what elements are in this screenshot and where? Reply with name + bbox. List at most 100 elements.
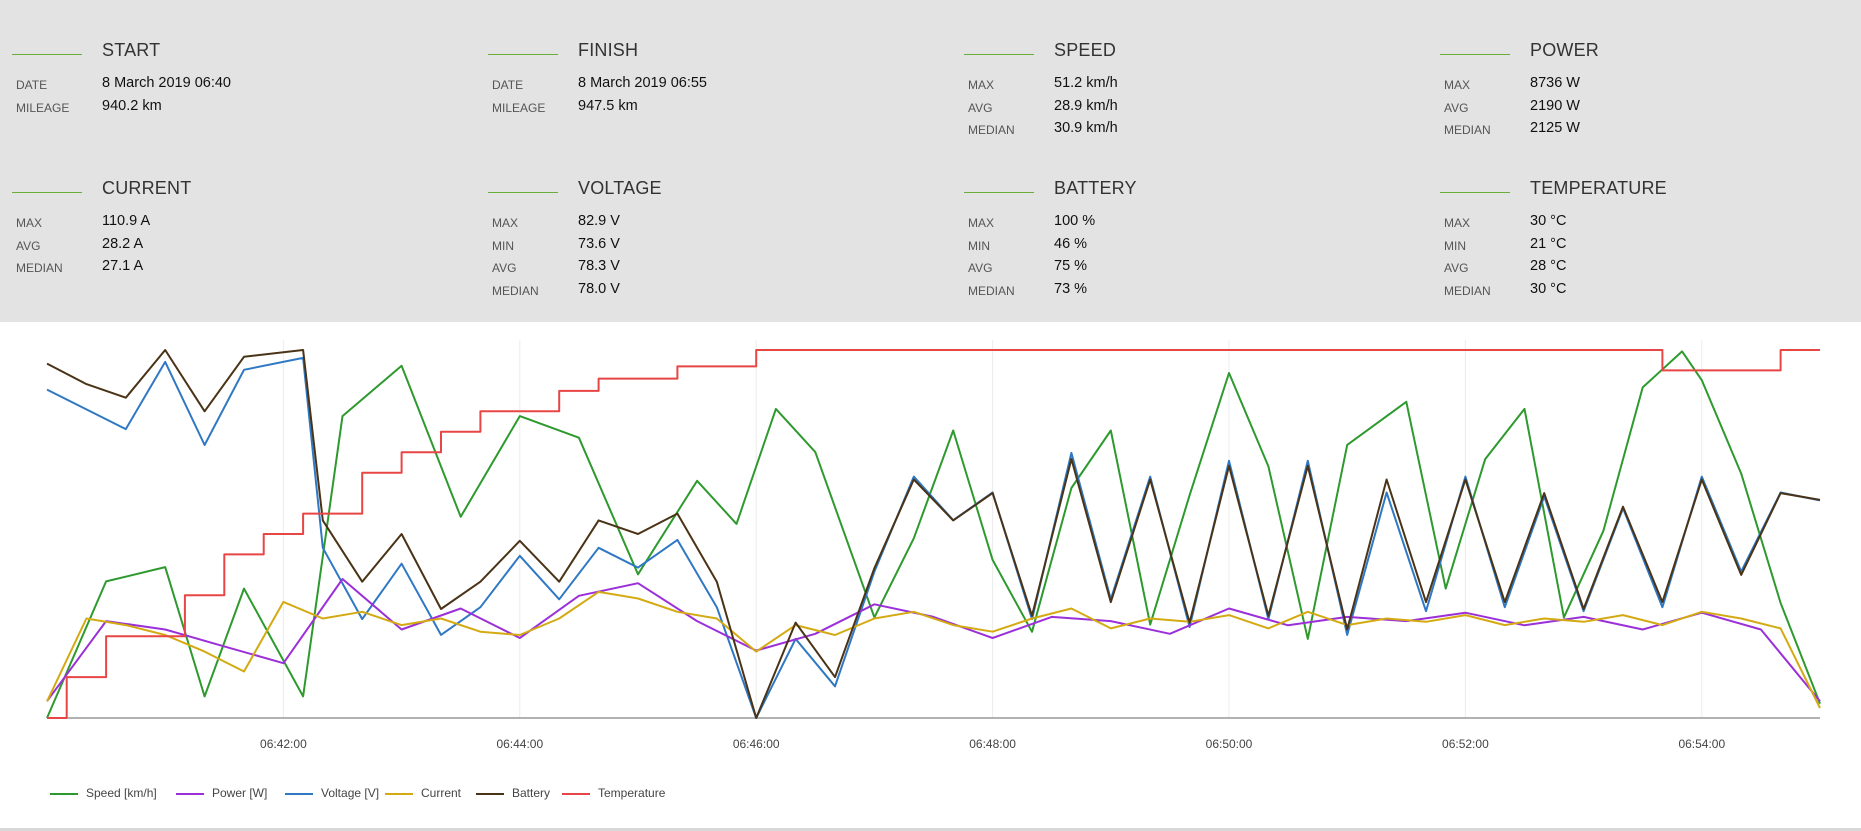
chart-area: 06:42:00 06:44:00 06:46:00 06:48:00 06:50:00… xyxy=(0,322,1861,831)
legend-label: Battery xyxy=(512,786,551,800)
stat-title-rule xyxy=(488,54,558,55)
series-line-power-w xyxy=(46,578,1821,702)
stat-label: DATE xyxy=(492,78,524,92)
legend-item-voltage-v[interactable]: Voltage [V] xyxy=(285,785,379,803)
stat-value: 28.9 km/h xyxy=(1054,97,1118,114)
x-tick-label: 06:54:00 xyxy=(1678,737,1725,751)
stat-label: MIN xyxy=(1444,238,1466,253)
x-tick-label: 06:46:00 xyxy=(733,737,780,751)
x-tick-label: 06:44:00 xyxy=(496,737,543,751)
chart-svg: 06:42:00 06:44:00 06:46:00 06:48:00 06:50:00… xyxy=(46,340,1821,751)
stat-row-median: MEDIAN 27.1 A xyxy=(0,257,470,277)
stat-row-max: MAX 110.9 A xyxy=(0,212,470,232)
stat-block-header: POWER xyxy=(1428,40,1861,68)
stat-row-min: MIN 46 % xyxy=(952,235,1422,255)
stat-value: 30.9 km/h xyxy=(1054,120,1118,136)
stat-title: START xyxy=(102,40,161,60)
legend-swatch xyxy=(176,793,204,795)
stat-value: 8 March 2019 06:40 xyxy=(102,75,231,91)
stat-label: MAX xyxy=(492,216,519,230)
stat-row-max: MAX 30 °C xyxy=(1428,212,1861,232)
stat-value: 110.9 A xyxy=(102,213,151,229)
stat-row-avg: AVG 78.3 V xyxy=(476,257,946,277)
stat-label: AVG xyxy=(968,261,993,275)
stat-row-date: DATE 8 March 2019 06:40 xyxy=(0,74,470,94)
stat-value: 8736 W xyxy=(1530,75,1580,91)
stat-label: MEDIAN xyxy=(968,283,1015,298)
stat-title-rule xyxy=(964,192,1034,193)
stat-label: MEDIAN xyxy=(16,261,63,275)
stat-label: MAX xyxy=(16,216,43,230)
legend-swatch xyxy=(562,793,590,795)
stat-row-mileage: MILEAGE 940.2 km xyxy=(0,97,470,117)
stat-label: MIN xyxy=(968,238,990,253)
stat-row-median: MEDIAN 30 °C xyxy=(1428,280,1861,300)
x-tick-label: 06:48:00 xyxy=(969,737,1016,751)
stat-block-header: FINISH xyxy=(476,40,946,68)
series-line-speed-km-h xyxy=(46,350,1821,719)
stat-label: MILEAGE xyxy=(16,100,70,115)
stat-block-header: VOLTAGE xyxy=(476,178,946,206)
legend-label: Voltage [V] xyxy=(321,786,380,800)
bottom-border xyxy=(0,828,1861,831)
x-tick-label: 06:50:00 xyxy=(1206,737,1253,751)
stat-row-min: MIN 73.6 V xyxy=(476,235,946,255)
stat-label: MAX xyxy=(968,78,995,92)
stat-label: AVG xyxy=(1444,100,1469,115)
legend-item-speed-km-h[interactable]: Speed [km/h] xyxy=(50,785,165,803)
stat-value: 8 March 2019 06:55 xyxy=(578,75,707,91)
stat-label: DATE xyxy=(16,78,48,92)
legend-item-battery[interactable]: Battery xyxy=(476,785,551,803)
stat-value: 2125 W xyxy=(1530,120,1580,136)
stat-block-header: TEMPERATURE xyxy=(1428,178,1861,206)
stat-value: 75 % xyxy=(1054,258,1088,274)
x-tick-label: 06:52:00 xyxy=(1442,737,1489,751)
stat-value: 21 °C xyxy=(1530,235,1567,252)
stat-value: 30 °C xyxy=(1530,213,1567,229)
stat-label: MEDIAN xyxy=(1444,283,1491,298)
stat-block-current: CURRENT MAX 110.9 A AVG 28.2 A MEDIAN 27.1 A xyxy=(0,178,470,280)
stat-value: 51.2 km/h xyxy=(1054,75,1118,91)
stat-title-rule xyxy=(964,54,1034,55)
legend-item-power-w[interactable]: Power [W] xyxy=(176,785,276,803)
stat-row-min: MIN 21 °C xyxy=(1428,235,1861,255)
stat-label: MEDIAN xyxy=(968,123,1015,137)
stat-row-mileage: MILEAGE 947.5 km xyxy=(476,97,946,117)
stat-row-avg: AVG 2190 W xyxy=(1428,97,1861,117)
stat-value: 30 °C xyxy=(1530,280,1567,297)
stat-row-median: MEDIAN 2125 W xyxy=(1428,119,1861,139)
stat-value: 73 % xyxy=(1054,280,1088,297)
stat-row-avg: AVG 28.9 km/h xyxy=(952,97,1422,117)
stat-label: AVG xyxy=(16,238,41,253)
stat-row-date: DATE 8 March 2019 06:55 xyxy=(476,74,946,94)
legend-item-temperature[interactable]: Temperature xyxy=(562,785,667,803)
stat-value: 73.6 V xyxy=(578,235,620,252)
stat-label: MIN xyxy=(492,238,514,253)
stat-block-header: CURRENT xyxy=(0,178,470,206)
stat-value: 82.9 V xyxy=(578,213,620,229)
stat-title-rule xyxy=(12,54,82,55)
legend-swatch xyxy=(50,793,78,795)
stat-title: CURRENT xyxy=(102,178,192,198)
stat-label: MEDIAN xyxy=(1444,123,1491,137)
stat-block-battery: BATTERY MAX 100 % MIN 46 % AVG 75 % MEDIAN 73 % xyxy=(952,178,1422,302)
legend-label: Power [W] xyxy=(212,786,268,800)
stat-row-avg: AVG 28.2 A xyxy=(0,235,470,255)
stat-row-max: MAX 82.9 V xyxy=(476,212,946,232)
legend-item-current[interactable]: Current xyxy=(385,785,465,803)
stat-value: 46 % xyxy=(1054,235,1088,252)
stat-title: POWER xyxy=(1530,40,1600,60)
series-line-temperature xyxy=(47,349,1820,719)
stat-block-header: START xyxy=(0,40,470,68)
stat-title: TEMPERATURE xyxy=(1530,178,1667,198)
stat-value: 78.3 V xyxy=(578,258,620,274)
legend-swatch xyxy=(476,793,504,795)
stat-value: 28 °C xyxy=(1530,258,1567,274)
stat-row-max: MAX 100 % xyxy=(952,212,1422,232)
stat-title: SPEED xyxy=(1054,40,1117,60)
legend-swatch xyxy=(285,793,313,795)
stat-block-finish: FINISH DATE 8 March 2019 06:55 MILEAGE 947.5… xyxy=(476,40,946,119)
stat-label: MAX xyxy=(1444,216,1471,230)
stat-value: 2190 W xyxy=(1530,97,1580,114)
stat-title-rule xyxy=(12,192,82,193)
